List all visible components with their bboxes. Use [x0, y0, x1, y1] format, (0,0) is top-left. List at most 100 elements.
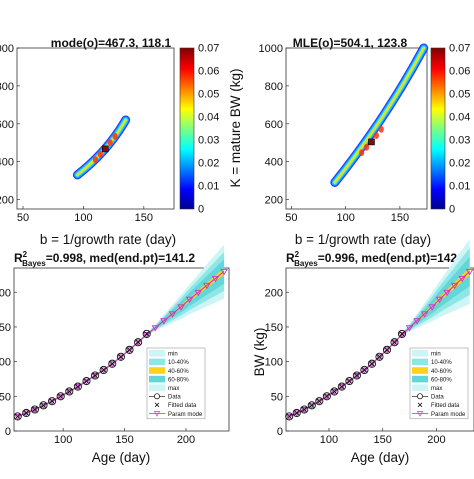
data-point	[82, 377, 91, 386]
fitted-data-marker	[354, 373, 360, 378]
x-tick-label-0: 100	[320, 434, 338, 446]
param-mode-marker	[125, 347, 134, 354]
growth-right-xlabel: Age (day)	[351, 450, 410, 465]
data-point	[30, 405, 39, 414]
fitted-data-marker	[75, 384, 81, 390]
legend-label-1: 10-40%	[431, 360, 452, 366]
x-tick-label-2: 150	[391, 212, 409, 224]
data-point	[322, 392, 331, 401]
growth-left-ticks: 100 150 200 0 50 100 150 200	[0, 287, 195, 446]
legend-symbol-5	[417, 393, 423, 400]
data-point	[367, 359, 376, 368]
growth-left-title: R2 Bayes=0.998, med(end.pt)=141.2	[14, 250, 195, 268]
param-mode-marker	[383, 347, 391, 354]
heatmap-mode-xlabel: b = 1/growth rate (day)	[40, 232, 176, 247]
param-mode-marker	[108, 361, 117, 368]
param-mode-marker	[368, 361, 376, 368]
estimate-marker	[101, 145, 109, 153]
y-tick-label-4: 000	[0, 43, 14, 55]
param-mode-marker	[338, 384, 346, 391]
colorbar-tick-4: 0.04	[449, 112, 470, 124]
growth-panel-left: R2 Bayes=0.998, med(end.pt)=141.2 100 150 2…	[0, 244, 230, 465]
param-mode-marker	[458, 275, 466, 283]
colorbar-tick-0: 0	[198, 204, 204, 216]
legend-swatch-4	[412, 384, 428, 391]
heatmap-mle-density	[330, 43, 429, 187]
fitted-data-marker	[392, 339, 397, 345]
fitted-data-marker	[384, 347, 390, 353]
growth-left-plot	[13, 244, 228, 421]
fitted-data-marker	[49, 398, 55, 404]
param-mode-marker	[74, 384, 82, 391]
fitted-data-marker	[286, 413, 292, 419]
y-tick-label-4: 1000	[259, 43, 283, 55]
param-mode-marker	[177, 304, 185, 311]
y-tick-label-4: 200	[265, 287, 283, 299]
data-point	[73, 382, 82, 391]
legend-symbol-6	[417, 402, 423, 408]
param-mode-marker	[360, 367, 369, 374]
fitted-data-marker	[294, 410, 300, 416]
x-tick-label-1: 100	[336, 212, 354, 224]
heatmap-mle-colorbar-ticks: 0 0.01 0.02 0.03 0.04 0.05 0.06 0.07	[449, 43, 470, 216]
param-mode-marker	[323, 393, 331, 401]
param-mode-marker	[435, 296, 444, 304]
colorbar-tick-7: 0.07	[449, 43, 470, 55]
legend-swatch-2	[149, 367, 165, 374]
param-mode-marker	[117, 354, 125, 361]
y-tick-label-3: 150	[265, 322, 283, 334]
fitted-data-marker	[331, 388, 337, 394]
legend-label-0: min	[168, 352, 178, 358]
heatmap-mode-colorbar-ticks: 0 0.01 0.02 0.03 0.04 0.05 0.06 0.07	[198, 43, 219, 216]
legend-swatch-3	[412, 375, 428, 383]
density-peak-2	[373, 132, 379, 140]
legend-label-6: Fitted data	[168, 403, 197, 409]
colorbar-tick-1: 0.01	[449, 181, 470, 193]
colorbar-tick-3: 0.03	[198, 135, 219, 147]
colorbar-tick-0: 0	[449, 204, 455, 216]
param-mode-marker	[307, 402, 316, 410]
data-point	[330, 387, 339, 396]
heatmap-mode-title: mode(o)=467.3, 118.1	[51, 36, 172, 50]
param-mode-marker	[99, 367, 108, 374]
y-tick-label-1: 400	[265, 157, 283, 169]
data-point	[22, 408, 31, 418]
data-point	[360, 365, 369, 375]
density-peak-3	[112, 132, 118, 140]
fitted-data-marker	[109, 361, 115, 367]
param-mode-marker	[450, 282, 459, 290]
y-tick-label-4: 200	[0, 287, 11, 299]
y-tick-label-2: 100	[265, 357, 283, 369]
data-point	[292, 408, 301, 418]
legend-label-2: 40-60%	[431, 369, 452, 375]
param-mode-marker	[390, 339, 399, 347]
growth-left-axes	[13, 267, 230, 432]
growth-right-title: R2 Bayes=0.996, med(end.pt)=142.1	[286, 250, 467, 268]
legend-label-4: max	[431, 386, 442, 392]
fitted-data-marker	[66, 388, 72, 394]
heatmap-mode-axes	[16, 47, 175, 210]
param-mode-marker	[465, 269, 474, 276]
param-mode-marker	[91, 373, 99, 380]
param-mode-marker	[168, 311, 177, 318]
colorbar-tick-4: 0.04	[198, 112, 219, 124]
param-mode-marker	[285, 413, 294, 421]
param-mode-marker	[315, 398, 324, 406]
param-mode-marker	[151, 325, 160, 332]
param-mode-marker	[39, 402, 48, 410]
legend-swatch-1	[412, 358, 428, 366]
colorbar-tick-6: 0.06	[198, 66, 219, 78]
y-tick-label-3: 150	[0, 322, 11, 334]
y-tick-label-0: 200	[265, 195, 283, 207]
growth-left-xlabel: Age (day)	[92, 450, 151, 465]
colorbar-tick-1: 0.01	[198, 181, 219, 193]
fitted-data-marker	[58, 393, 64, 399]
data-point	[345, 377, 354, 386]
fitted-data-marker	[301, 407, 307, 412]
data-point	[375, 352, 384, 361]
growth-right-legend: min 10-40% 40-60% 60-80% max Data Fitted data P…	[409, 347, 469, 420]
y-tick-label-3: 800	[0, 81, 14, 93]
density-peak-2	[107, 139, 113, 146]
param-mode-marker	[203, 282, 211, 290]
